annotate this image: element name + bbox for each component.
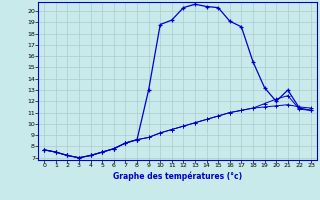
X-axis label: Graphe des températures (°c): Graphe des températures (°c) [113,171,242,181]
